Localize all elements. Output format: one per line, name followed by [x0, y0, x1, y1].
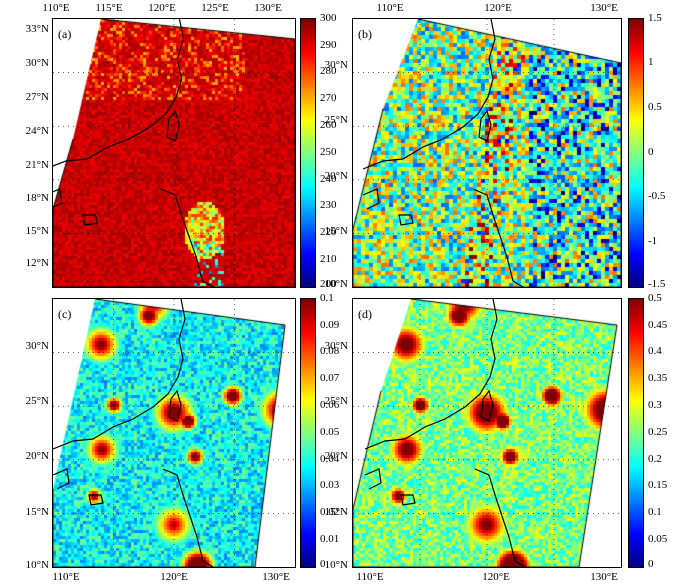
- lat-label: 10°N: [25, 559, 49, 571]
- lat-label: 25°N: [324, 395, 348, 407]
- panel-tag-b: (b): [358, 27, 372, 41]
- colorbar-label: 0.35: [648, 372, 668, 384]
- lat-label: 15°N: [324, 506, 348, 518]
- colorbar-label: 230: [320, 199, 337, 211]
- colorbar-label: 240: [320, 173, 337, 185]
- colorbar-label: 280: [320, 65, 337, 77]
- colorbar-label: 0.07: [320, 372, 340, 384]
- lat-label: 20°N: [324, 450, 348, 462]
- colorbar-label: 210: [320, 253, 337, 265]
- colorbar-label: 0.05: [320, 426, 340, 438]
- colorbar-label: 0.08: [320, 345, 340, 357]
- colorbar-label: 0.15: [648, 479, 668, 491]
- colorbar-label: 0: [648, 146, 654, 158]
- colorbar-label: 0.01: [320, 533, 340, 545]
- lat-label: 12°N: [25, 257, 49, 269]
- colorbar-label: 200: [320, 278, 337, 290]
- colorbar-label: 0.5: [648, 101, 662, 113]
- data-field-d: [353, 299, 621, 567]
- colorbar-label: 250: [320, 146, 337, 158]
- colorbar-label: 0.5: [648, 292, 662, 304]
- colorbar-label: 270: [320, 92, 337, 104]
- lat-label: 30°N: [324, 59, 348, 71]
- colorbar-label: 0.1: [320, 292, 334, 304]
- lat-label: 20°N: [324, 170, 348, 182]
- colorbar-label: 0.06: [320, 399, 340, 411]
- lat-label: 10°N: [324, 278, 348, 290]
- colorbar-c: [300, 298, 316, 568]
- lat-label: 20°N: [25, 450, 49, 462]
- lon-label: 130°E: [262, 571, 290, 583]
- data-field-c: [53, 299, 295, 567]
- panel-tag-c: (c): [58, 307, 72, 321]
- lat-label: 30°N: [25, 57, 49, 69]
- lat-label: 30°N: [324, 340, 348, 352]
- colorbar-label: 0.4: [648, 345, 662, 357]
- map-panel-b: (b): [352, 18, 622, 288]
- colorbar-label: 0.04: [320, 453, 340, 465]
- data-field-a: [53, 19, 295, 287]
- lat-label: 15°N: [25, 506, 49, 518]
- lat-label: 10°N: [324, 559, 348, 571]
- colorbar-label: 0.3: [648, 399, 662, 411]
- colorbar-label: -0.5: [648, 190, 666, 202]
- lon-label: 130°E: [254, 2, 282, 14]
- panel-tag-a: (a): [58, 27, 72, 41]
- colorbar-label: 1: [648, 56, 654, 68]
- lat-label: 15°N: [324, 225, 348, 237]
- lon-label: 120°E: [482, 571, 510, 583]
- lon-label: 110°E: [52, 571, 80, 583]
- map-panel-d: (d): [352, 298, 622, 568]
- colorbar-label: 300: [320, 12, 337, 24]
- colorbar-label: 1.5: [648, 12, 662, 24]
- data-field-b: [353, 19, 621, 287]
- colorbar-label: 0.03: [320, 479, 340, 491]
- lat-label: 25°N: [324, 114, 348, 126]
- colorbar-label: 0.25: [648, 426, 668, 438]
- lat-label: 21°N: [25, 159, 49, 171]
- colorbar-label: 260: [320, 119, 337, 131]
- lat-label: 24°N: [25, 125, 49, 137]
- lat-label: 15°N: [25, 225, 49, 237]
- colorbar-b: [628, 18, 644, 288]
- colorbar-label: 290: [320, 39, 337, 51]
- colorbar-label: 0.09: [320, 319, 340, 331]
- colorbar-a: [300, 18, 316, 288]
- lat-label: 33°N: [25, 23, 49, 35]
- lon-label: 130°E: [590, 571, 618, 583]
- colorbar-label: 0.2: [648, 453, 662, 465]
- colorbar-label: 0.45: [648, 319, 668, 331]
- colorbar-label: 220: [320, 226, 337, 238]
- map-panel-a: (a): [52, 18, 296, 288]
- colorbar-label: -1.5: [648, 278, 666, 290]
- lon-label: 110°E: [376, 2, 404, 14]
- lon-label: 130°E: [590, 2, 618, 14]
- lon-label: 120°E: [148, 2, 176, 14]
- colorbar-label: 0.02: [320, 506, 340, 518]
- colorbar-d: [628, 298, 644, 568]
- lat-label: 18°N: [25, 192, 49, 204]
- lat-label: 25°N: [25, 395, 49, 407]
- colorbar-label: 0.1: [648, 506, 662, 518]
- lat-label: 30°N: [25, 340, 49, 352]
- colorbar-label: -1: [648, 235, 658, 247]
- lon-label: 115°E: [95, 2, 123, 14]
- lon-label: 110°E: [42, 2, 70, 14]
- colorbar-label: 0: [648, 558, 654, 570]
- lat-label: 27°N: [25, 91, 49, 103]
- map-panel-c: (c): [52, 298, 296, 568]
- lon-label: 120°E: [160, 571, 188, 583]
- lon-label: 110°E: [356, 571, 384, 583]
- lon-label: 120°E: [484, 2, 512, 14]
- colorbar-label: 0.05: [648, 533, 668, 545]
- colorbar-label: 0: [320, 558, 326, 570]
- lon-label: 125°E: [201, 2, 229, 14]
- panel-tag-d: (d): [358, 307, 372, 321]
